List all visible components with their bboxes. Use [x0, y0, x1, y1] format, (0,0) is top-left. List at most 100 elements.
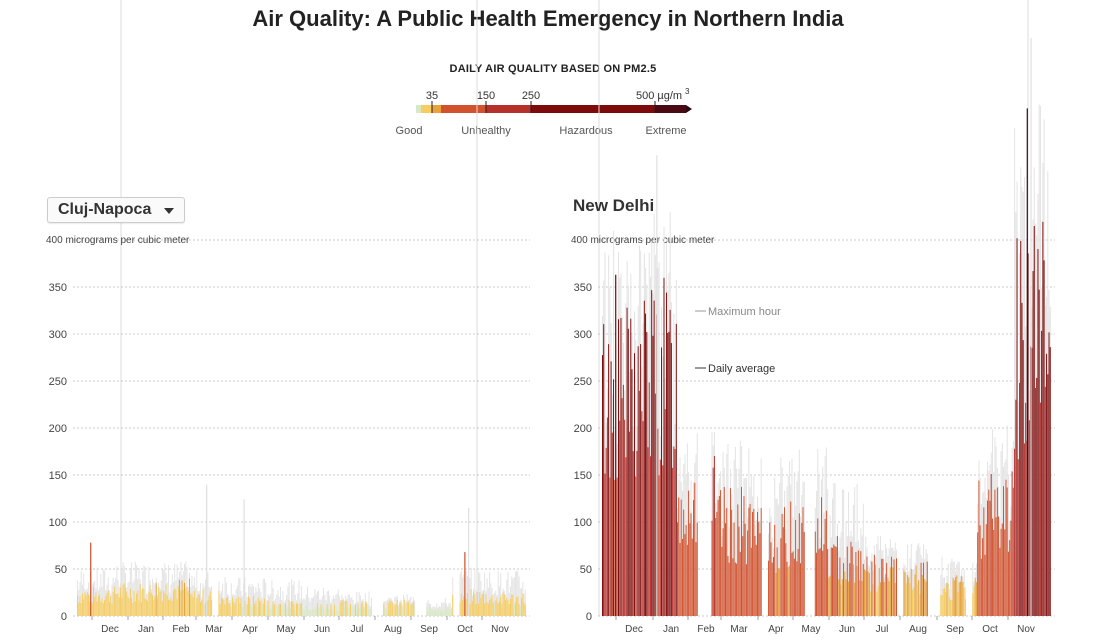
daily-average-bar: [896, 558, 897, 616]
daily-average-bar: [395, 603, 397, 616]
daily-average-bar: [754, 536, 756, 616]
daily-average-bar: [158, 586, 160, 616]
x-tick-label: Sep: [420, 624, 438, 635]
daily-average-bar: [448, 605, 450, 616]
daily-average-bar: [775, 572, 777, 616]
max-hour-bar: [315, 594, 317, 616]
daily-average-bar: [228, 603, 230, 616]
max-hour-bar: [516, 570, 518, 616]
max-hour-bar: [780, 457, 782, 616]
daily-average-bar: [246, 604, 248, 616]
daily-average-bar: [200, 602, 201, 616]
daily-average-bar: [298, 606, 300, 616]
daily-average-bar: [487, 603, 489, 616]
city-selector-dropdown[interactable]: Cluj-Napoca: [47, 197, 185, 223]
daily-average-bar: [1023, 443, 1025, 616]
daily-average-bar: [169, 599, 171, 616]
max-hour-bar: [161, 569, 163, 616]
daily-average-bar: [240, 598, 242, 616]
max-hour-bar: [427, 600, 429, 616]
daily-average-bar: [836, 536, 838, 616]
legend-category-label: Good: [396, 125, 423, 137]
max-hour-bar: [294, 594, 296, 616]
daily-average-bar: [411, 604, 413, 616]
max-hour-bar: [848, 491, 850, 616]
x-tick-label: Apr: [768, 624, 784, 635]
daily-average-bar: [1015, 399, 1017, 616]
daily-average-bar: [840, 584, 842, 616]
daily-average-bar: [396, 599, 398, 616]
daily-average-bar: [220, 597, 222, 616]
daily-average-bar: [77, 595, 78, 616]
x-tick-label: Mar: [205, 624, 223, 635]
daily-average-bar: [313, 609, 315, 616]
daily-average-bar: [983, 507, 985, 616]
daily-average-bar: [309, 610, 311, 616]
daily-average-bar: [1011, 471, 1013, 616]
daily-average-bar: [820, 497, 822, 616]
daily-average-bar: [166, 595, 168, 616]
max-hour-bar: [739, 440, 741, 616]
daily-average-bar: [299, 603, 301, 616]
daily-average-bar: [203, 605, 205, 616]
daily-average-bar: [469, 604, 471, 616]
daily-average-bar: [947, 584, 949, 616]
max-hour-bar: [604, 252, 606, 616]
max-hour-bar: [311, 598, 313, 616]
daily-average-bar: [165, 584, 167, 616]
daily-average-bar: [622, 384, 624, 616]
daily-average-bar: [234, 603, 236, 616]
daily-average-bar: [950, 599, 952, 616]
max-hour-bar: [777, 504, 779, 616]
daily-average-bar: [892, 567, 894, 616]
x-tick-label: Jan: [663, 624, 679, 635]
daily-average-bar: [363, 608, 365, 616]
daily-average-bar: [753, 508, 755, 616]
daily-average-bar: [876, 591, 878, 616]
daily-average-bar: [882, 558, 884, 616]
daily-average-bar: [819, 548, 821, 616]
daily-average-bar: [743, 496, 745, 616]
daily-average-bar: [505, 600, 507, 616]
max-hour-bar: [307, 586, 309, 616]
x-tick-label: Aug: [384, 624, 402, 635]
daily-average-bar: [1042, 221, 1044, 616]
daily-average-bar: [1017, 459, 1019, 616]
legend-category-label: Hazardous: [559, 125, 613, 137]
daily-average-bar: [172, 591, 174, 616]
daily-average-bar: [251, 606, 253, 616]
max-hour-bar: [460, 570, 462, 616]
daily-average-bar: [357, 603, 359, 616]
daily-average-bar: [824, 518, 826, 616]
daily-average-bar: [110, 596, 112, 616]
max-hour-bar: [203, 587, 205, 616]
max-hour-bar: [829, 515, 831, 616]
legend-tick-label: 500 µg/m: [636, 90, 682, 102]
max-hour-bar: [262, 578, 264, 616]
daily-average-bar: [229, 603, 231, 616]
daily-average-bar: [300, 602, 302, 616]
daily-average-bar: [86, 592, 88, 616]
max-hour-bar: [329, 595, 331, 616]
daily-average-bar: [1007, 551, 1009, 616]
daily-average-bar: [324, 609, 326, 616]
daily-average-bar: [99, 594, 101, 616]
max-hour-bar: [745, 478, 747, 616]
max-hour-bar: [371, 598, 373, 616]
daily-average-bar: [649, 456, 651, 616]
daily-average-bar: [1014, 448, 1016, 616]
city-selector-label: Cluj-Napoca: [58, 201, 152, 218]
daily-average-bar: [867, 571, 869, 616]
daily-average-bar: [738, 526, 740, 616]
daily-average-bar: [335, 610, 337, 616]
daily-average-bar: [491, 595, 493, 616]
daily-average-bar: [517, 596, 519, 616]
daily-average-bar: [614, 479, 616, 616]
daily-average-bar: [284, 603, 286, 616]
daily-average-bar: [384, 607, 386, 616]
max-hour-bar: [348, 594, 350, 616]
daily-average-bar: [1016, 238, 1018, 617]
daily-average-bar: [731, 509, 733, 616]
max-hour-bar: [138, 568, 140, 616]
annotation-daily-average: Daily average: [708, 363, 775, 375]
